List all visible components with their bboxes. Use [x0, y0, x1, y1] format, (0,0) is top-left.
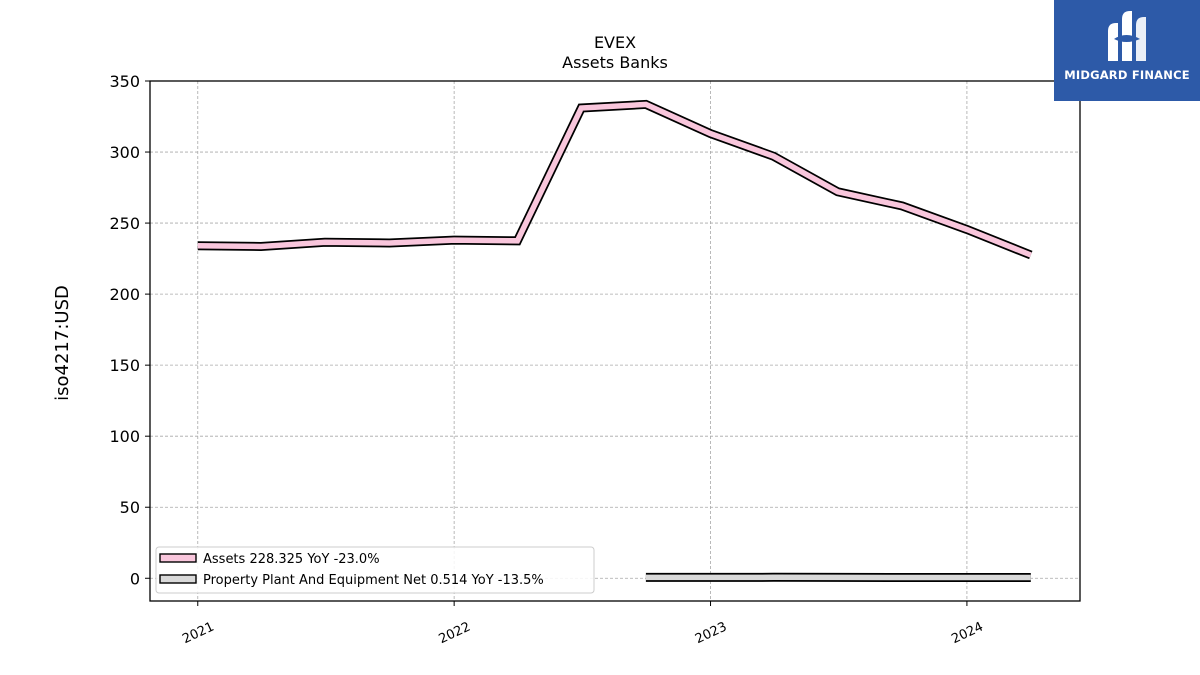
x-tick-label: 2023 [693, 620, 729, 648]
y-tick-label: 250 [109, 214, 140, 233]
x-tick-label: 2021 [180, 620, 216, 648]
y-tick-label: 350 [109, 72, 140, 91]
y-tick-label: 300 [109, 143, 140, 162]
y-tick-label: 0 [130, 569, 140, 588]
grid-lines [150, 80, 1080, 601]
chart-title: EVEX [594, 33, 636, 52]
series-outline-0 [197, 99, 1033, 260]
legend-label-0: Assets 228.325 YoY -23.0% [203, 552, 380, 567]
series-line-0 [197, 101, 1032, 258]
logo-text: MIDGARD FINANCE [1064, 68, 1190, 82]
y-axis-label: iso4217:USD [52, 285, 73, 401]
legend-swatch-1 [159, 574, 197, 584]
y-tick-label: 50 [120, 498, 140, 517]
chart-subtitle: Assets Banks [562, 53, 668, 72]
logo-mark-icon [1108, 11, 1146, 61]
y-tick-label: 100 [109, 427, 140, 446]
midgard-finance-logo: MIDGARD FINANCE [1054, 0, 1200, 101]
legend: Assets 228.325 YoY -23.0% Property Plant … [155, 546, 595, 594]
legend-label-1: Property Plant And Equipment Net 0.514 Y… [203, 573, 544, 588]
y-tick-label: 150 [109, 356, 140, 375]
legend-box [155, 546, 595, 594]
plot-frame [149, 80, 1081, 602]
y-tick-label: 200 [109, 285, 140, 304]
x-tick-label: 2024 [949, 620, 985, 648]
series-layer [197, 99, 1033, 582]
legend-swatch-0 [159, 553, 197, 563]
x-tick-label: 2022 [437, 620, 473, 648]
